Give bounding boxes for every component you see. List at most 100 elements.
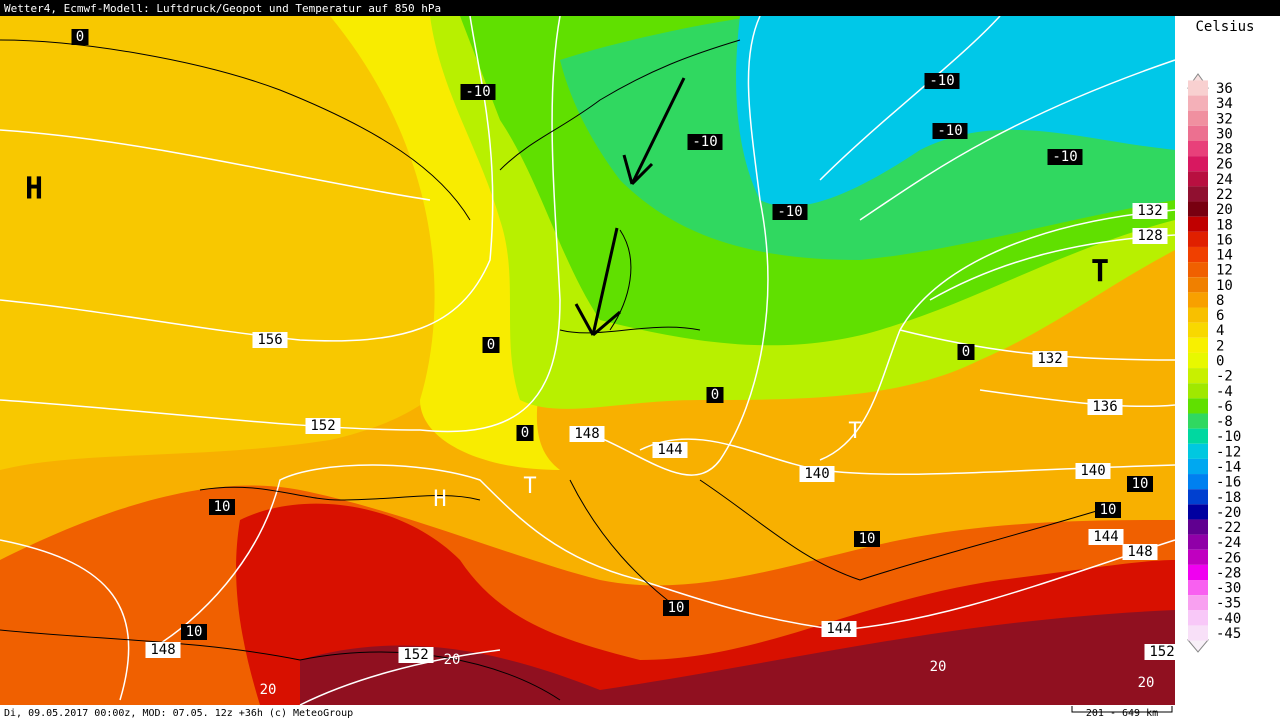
isobar (899, 329, 1176, 408)
isobar-label: 152 (403, 647, 428, 663)
legend-swatch (1188, 458, 1208, 475)
label-box (652, 442, 688, 458)
isotherm-label: 10 (668, 600, 685, 616)
label-box (1087, 399, 1123, 415)
field-cyan (736, 16, 1175, 207)
label-box (924, 73, 960, 89)
isobar-label: 156 (257, 332, 282, 348)
legend-swatch (1188, 580, 1208, 596)
pressure-center: H (433, 487, 446, 512)
footer-bar (0, 705, 1280, 720)
legend-label: -8 (1216, 414, 1233, 430)
arrow (574, 227, 621, 337)
legend-swatch (1188, 201, 1208, 217)
label-box (687, 134, 723, 150)
arrow (622, 77, 686, 186)
legend-swatch (1188, 322, 1208, 338)
legend-label: -18 (1216, 490, 1241, 506)
scale-bar (1071, 706, 1173, 713)
legend-label: -10 (1216, 429, 1241, 445)
isotherm-label: -10 (1052, 149, 1077, 165)
arrows (574, 77, 686, 337)
isobar-label: 132 (1037, 351, 1062, 367)
isotherm-label: 10 (214, 499, 231, 515)
footer-text: Di, 09.05.2017 00:00z, MOD: 07.05. 12z +… (4, 708, 353, 719)
legend-label: -14 (1216, 459, 1241, 475)
isotherm-label: 10 (1132, 476, 1149, 492)
label-box (1047, 149, 1083, 165)
legend-label: -40 (1216, 611, 1241, 627)
label-box (145, 642, 181, 658)
legend-swatch (1188, 564, 1208, 581)
legend-label: 2 (1216, 338, 1224, 354)
isobar-label: 132 (1137, 203, 1162, 219)
legend-swatch (1188, 110, 1208, 126)
isobar (0, 15, 494, 342)
label-box (252, 332, 288, 348)
label-box (1032, 351, 1068, 367)
legend-swatch (1188, 125, 1208, 141)
label-box (663, 600, 689, 616)
pressure-center: T (1091, 255, 1109, 290)
pressure-center: T (848, 419, 861, 444)
legend-label: 16 (1216, 232, 1233, 248)
isotherm-label: -10 (929, 73, 954, 89)
field-darkred (300, 610, 1175, 705)
coastlines (0, 39, 1101, 701)
isobar-label: 144 (1093, 529, 1118, 545)
legend-swatch (1188, 352, 1208, 369)
header-title: Wetter4, Ecmwf-Modell: Luftdruck/Geopot … (4, 2, 441, 15)
legend-label: -4 (1216, 384, 1233, 400)
label-box (398, 647, 434, 663)
legend-label: 34 (1216, 96, 1233, 112)
legend-swatch (1188, 383, 1208, 399)
isobar-label: 148 (1127, 544, 1152, 560)
pressure-center: H (25, 172, 43, 207)
legend-swatch (1188, 534, 1208, 550)
label-box (821, 621, 857, 637)
legend-swatch (1188, 489, 1208, 505)
legend-label: 18 (1216, 217, 1233, 233)
legend-label: 20 (1216, 202, 1233, 218)
legend-label: 22 (1216, 187, 1233, 203)
isobar-label: 152 (1149, 644, 1174, 660)
legend-swatch (1188, 216, 1208, 232)
legend-swatch (1188, 595, 1208, 611)
label-box (957, 344, 975, 360)
legend-label: -20 (1216, 505, 1241, 521)
legend-label: -16 (1216, 475, 1241, 491)
isobar (149, 464, 1176, 651)
pressure-center: T (523, 474, 536, 499)
legend-label: -28 (1216, 565, 1241, 581)
legend-swatch (1188, 610, 1208, 626)
legend-label: 24 (1216, 172, 1233, 188)
coastline (0, 39, 741, 334)
isotherm-label: 10 (186, 624, 203, 640)
isobar (579, 15, 769, 476)
legend-label: -35 (1216, 596, 1241, 612)
isotherm-label: 0 (711, 387, 719, 403)
isobar-label: 140 (804, 466, 829, 482)
legend-swatch (1188, 549, 1208, 565)
label-box (1144, 644, 1180, 660)
isotherm-label: 20 (930, 659, 947, 675)
legend-swatch (1188, 186, 1208, 202)
isobar (0, 15, 561, 433)
temperature-field (0, 16, 1175, 705)
legend-swatch (1188, 95, 1208, 111)
legend-label: 14 (1216, 248, 1233, 264)
legend-swatch (1188, 428, 1208, 444)
isotherm-label: 20 (1138, 675, 1155, 691)
isobar-label: 152 (310, 418, 335, 434)
isotherm-label: 0 (962, 344, 970, 360)
legend-swatch (1188, 262, 1208, 278)
legend-cap (1186, 639, 1210, 653)
legend-label: -6 (1216, 399, 1233, 415)
legend-label: 0 (1216, 354, 1224, 370)
legend-label: 10 (1216, 278, 1233, 294)
legend-swatch (1188, 156, 1208, 172)
isobar (819, 209, 1176, 461)
legend-label: 4 (1216, 323, 1224, 339)
legend-swatch (1188, 625, 1208, 641)
legend-label: -2 (1216, 369, 1233, 385)
